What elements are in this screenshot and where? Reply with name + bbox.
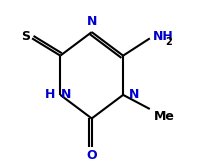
Text: O: O	[86, 149, 97, 162]
Text: N: N	[86, 15, 96, 28]
Text: H: H	[44, 88, 55, 101]
Text: N: N	[128, 88, 138, 101]
Text: 2: 2	[165, 37, 171, 47]
Text: N: N	[61, 88, 71, 101]
Text: S: S	[21, 30, 30, 43]
Text: NH: NH	[152, 30, 173, 43]
Text: Me: Me	[153, 110, 174, 123]
